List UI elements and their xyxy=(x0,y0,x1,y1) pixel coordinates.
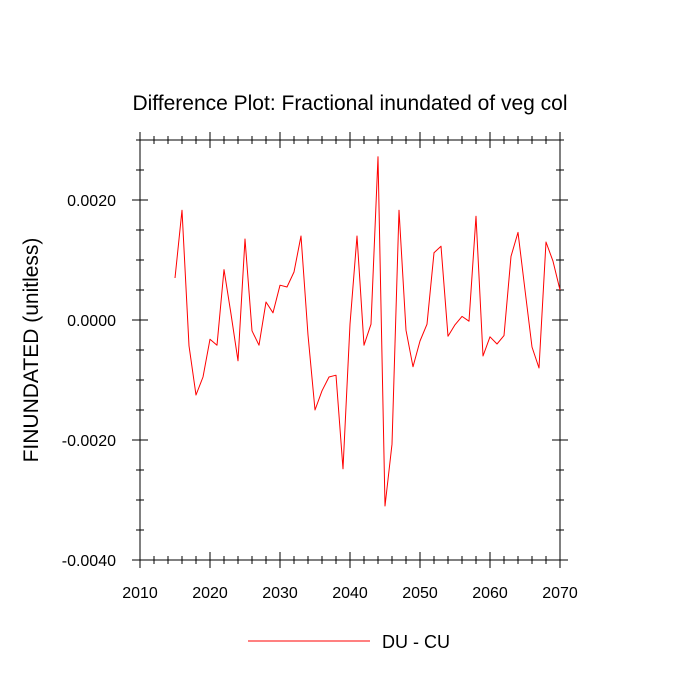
series-line xyxy=(174,156,561,507)
plot-frame xyxy=(139,139,561,561)
tick-labels: 2010 2020 2030 2040 2050 2060 2070 -0.0040 -0.00… xyxy=(62,193,578,602)
y-tick-label: -0.0040 xyxy=(62,553,116,570)
y-tick-label: 0.0000 xyxy=(67,313,116,330)
x-tick-label: 2020 xyxy=(192,585,228,602)
x-tick-label: 2010 xyxy=(122,585,158,602)
x-tick-label: 2070 xyxy=(542,585,578,602)
x-tick-label: 2060 xyxy=(472,585,508,602)
x-tick-label: 2030 xyxy=(262,585,298,602)
chart-title: Difference Plot: Fractional inundated of… xyxy=(132,92,567,115)
x-tick-label: 2050 xyxy=(402,585,438,602)
x-tick-label: 2040 xyxy=(332,585,368,602)
series-layer xyxy=(174,156,561,507)
legend-label: DU - CU xyxy=(382,632,450,652)
axis-ticks xyxy=(132,132,568,568)
y-tick-label: 0.0020 xyxy=(67,193,116,210)
y-tick-label: -0.0020 xyxy=(62,433,116,450)
y-axis-label: FINUNDATED (unitless) xyxy=(20,238,43,463)
